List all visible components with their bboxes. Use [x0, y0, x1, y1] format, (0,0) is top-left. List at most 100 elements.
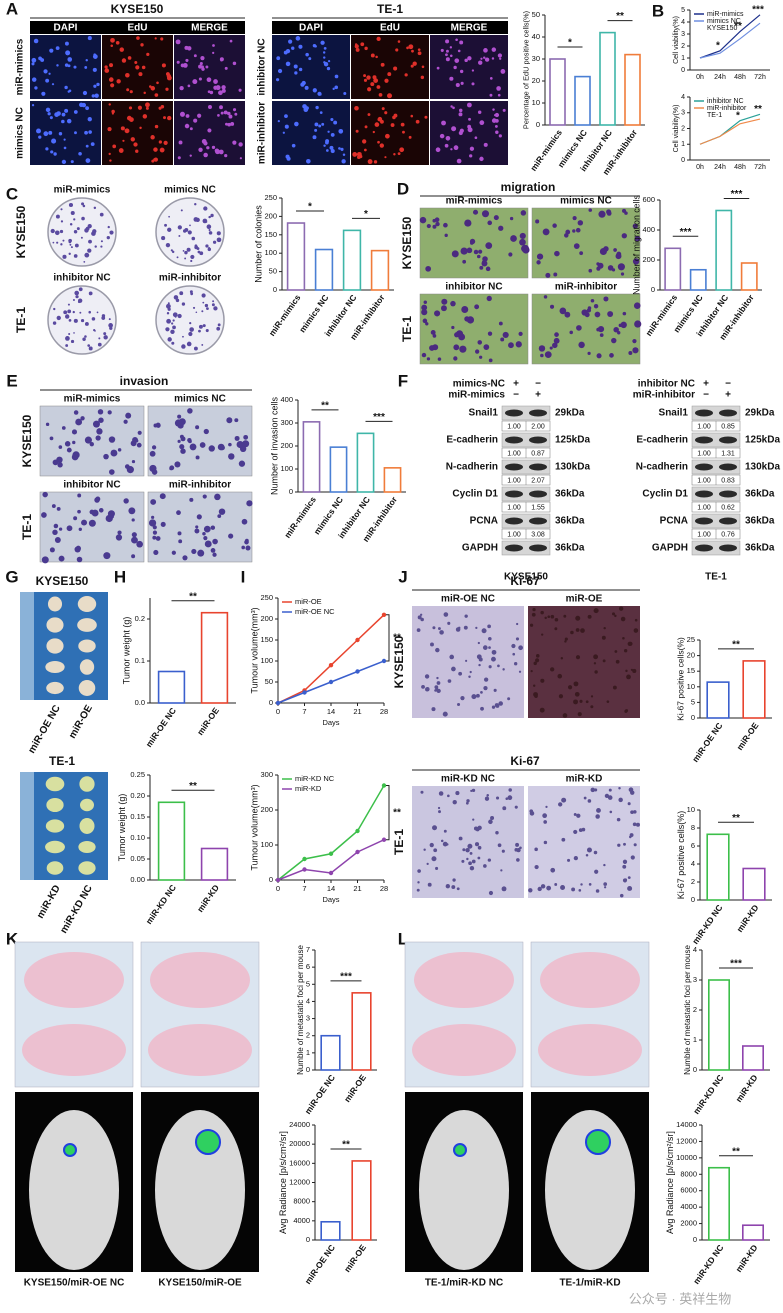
texture-dot — [285, 49, 291, 54]
protein-label: Snail1 — [469, 408, 499, 419]
colony — [67, 309, 72, 314]
bar — [351, 992, 372, 1071]
bar — [286, 222, 306, 291]
texture-dot — [417, 615, 422, 620]
row-label: miR-inhibitor — [257, 102, 268, 164]
condition-label: inhibitor NC — [638, 379, 695, 390]
y-axis-label: Numble of metastatic foci per mouse — [683, 945, 692, 1075]
texture-dot — [131, 554, 136, 559]
signal-spot — [453, 1143, 467, 1157]
x-tick-label: 72h — [754, 74, 766, 81]
texture-dot — [202, 532, 206, 536]
texture-dot — [483, 48, 488, 53]
tumor — [45, 840, 65, 854]
texture-dot — [177, 531, 182, 536]
y-tick-label: 0.10 — [130, 833, 145, 842]
texture-dot — [124, 128, 130, 134]
texture-dot — [177, 439, 181, 443]
texture-dot — [234, 418, 239, 423]
texture-dot — [508, 788, 512, 792]
x-tick-label: 28 — [380, 707, 388, 716]
y-tick-label: 1 — [693, 1035, 697, 1044]
texture-dot — [491, 47, 497, 52]
y-tick-label: 400 — [642, 225, 655, 234]
colony — [216, 326, 221, 331]
x-tick-label: miR-KD NC — [691, 1073, 725, 1116]
texture-dot — [137, 430, 142, 435]
texture-dot — [363, 78, 368, 82]
ratio-label: 2.00 — [531, 423, 545, 430]
texture-dot — [49, 547, 55, 553]
texture-dot — [449, 654, 455, 660]
colony — [190, 254, 195, 260]
texture-dot — [97, 409, 104, 415]
texture-dot — [441, 298, 448, 305]
cell-line-header: KYSE150 — [111, 2, 164, 16]
texture-dot — [64, 63, 69, 67]
texture-dot — [449, 76, 454, 81]
texture-dot — [206, 77, 212, 83]
colony — [81, 216, 85, 221]
texture-dot — [459, 69, 464, 74]
texture-dot — [500, 337, 505, 342]
texture-dot — [291, 143, 296, 148]
texture-dot — [43, 131, 49, 137]
texture-dot — [397, 152, 401, 156]
colony — [166, 312, 170, 315]
colony — [203, 206, 208, 211]
texture-dot — [177, 156, 181, 160]
size-label: 36kDa — [745, 516, 775, 527]
texture-dot — [618, 786, 621, 790]
protein-label: N-cadherin — [446, 462, 498, 473]
texture-dot — [608, 788, 612, 792]
texture-dot — [131, 532, 137, 538]
texture-dot — [179, 85, 184, 91]
texture-dot — [622, 208, 627, 213]
texture-dot — [438, 810, 441, 814]
signal-spot — [585, 1129, 611, 1155]
y-tick-label: 10 — [532, 98, 540, 107]
texture-dot — [364, 125, 368, 129]
texture-dot — [587, 799, 592, 803]
texture-dot — [276, 56, 281, 61]
texture-dot — [375, 55, 378, 59]
texture-dot — [51, 138, 57, 144]
texture-dot — [320, 40, 325, 45]
y-tick-label: 200 — [260, 614, 273, 623]
texture-dot — [108, 103, 111, 106]
image-label: miR-mimics — [54, 185, 111, 196]
texture-dot — [560, 885, 566, 890]
y-tick-label: 0.15 — [130, 812, 145, 821]
colony — [72, 298, 75, 301]
colony — [108, 318, 111, 321]
colony — [54, 230, 60, 236]
texture-dot — [529, 809, 534, 813]
texture-dot — [323, 144, 326, 147]
blot-band — [719, 517, 737, 525]
texture-dot — [554, 250, 560, 257]
texture-dot — [124, 464, 130, 469]
panel-letter: A — [6, 0, 18, 18]
x-tick-label: miR-mimics — [267, 292, 303, 337]
texture-dot — [460, 81, 464, 85]
texture-dot — [154, 93, 159, 97]
lung-lobe — [24, 952, 124, 1008]
texture-dot — [85, 158, 91, 163]
colony — [62, 239, 65, 242]
texture-dot — [554, 883, 558, 886]
colony — [52, 321, 57, 325]
texture-dot — [494, 124, 498, 128]
texture-dot — [66, 118, 72, 124]
colony — [167, 337, 172, 342]
texture-dot — [479, 265, 484, 270]
colony — [100, 245, 103, 248]
y-tick-label: 300 — [280, 418, 293, 427]
texture-dot — [143, 91, 146, 95]
bar — [320, 1220, 341, 1241]
texture-dot — [116, 79, 121, 84]
texture-dot — [536, 253, 544, 260]
x-tick-label: miR-OE — [195, 705, 221, 737]
texture-dot — [474, 136, 478, 140]
y-tick-label: 6000 — [680, 1186, 697, 1195]
y-tick-label: 8 — [691, 823, 695, 832]
